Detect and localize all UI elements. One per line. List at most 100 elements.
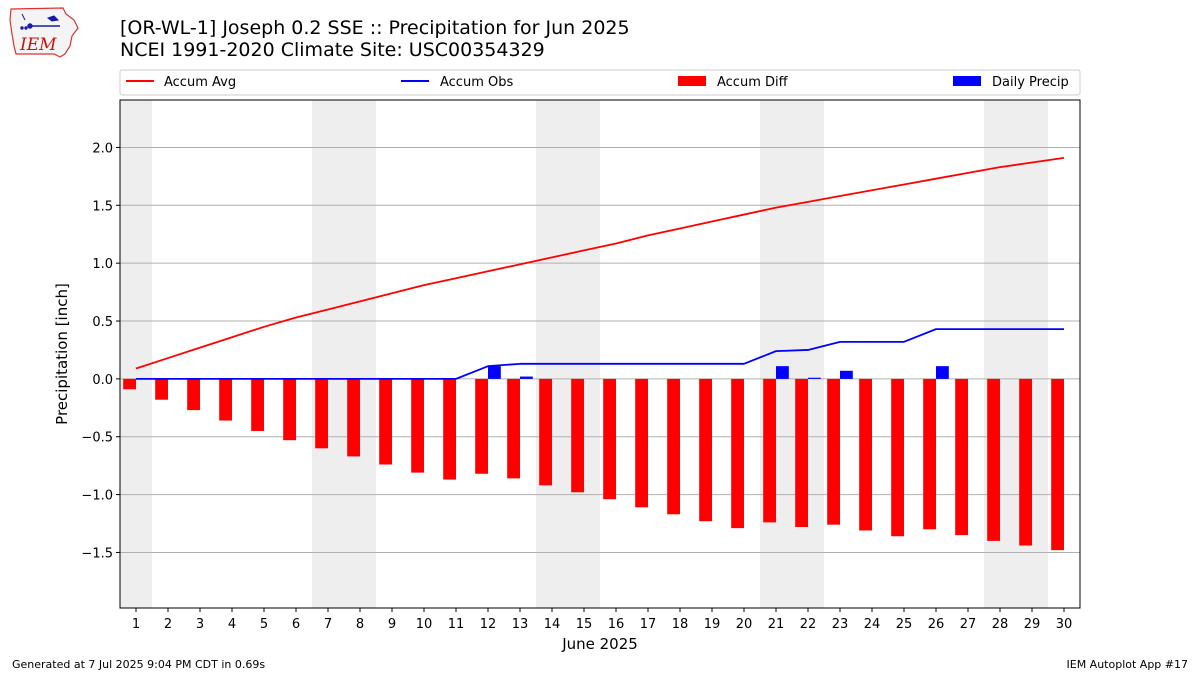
x-axis: 1 2 3 4 5 6 7 8 9 10 11 12 13 14 15 16 17 18 19 20 21 22 23 24 2… bbox=[132, 608, 1072, 632]
accum-diff-bar bbox=[987, 378, 1000, 541]
accum-obs-line bbox=[136, 328, 1064, 380]
legend-swatch-accum-diff bbox=[678, 76, 706, 86]
y-axis-label: Precipitation [inch] bbox=[53, 283, 71, 425]
accum-diff-bar bbox=[731, 378, 744, 529]
daily-precip-bar bbox=[776, 366, 789, 379]
x-tick-label: 21 bbox=[768, 617, 785, 632]
accum-diff-bar bbox=[667, 378, 680, 515]
x-axis-label: June 2025 bbox=[561, 635, 638, 653]
legend-label-accum-avg: Accum Avg bbox=[164, 75, 236, 90]
accum-diff-bar bbox=[443, 378, 456, 480]
accum-diff-bar bbox=[315, 378, 328, 449]
weekend-band-day-22 bbox=[792, 100, 824, 608]
y-tick-label: 1.5 bbox=[92, 199, 113, 214]
x-tick-label: 17 bbox=[640, 617, 657, 632]
y-axis: −1.5 −1.0 −0.5 0.0 0.5 1.0 1.5 2.0 bbox=[81, 141, 120, 561]
weather-icon bbox=[20, 13, 60, 30]
accum-diff-bar bbox=[219, 378, 232, 421]
x-tick-label: 10 bbox=[416, 617, 433, 632]
daily-precip-bar bbox=[488, 366, 501, 379]
x-tick-label: 12 bbox=[480, 617, 497, 632]
legend: Accum Avg Accum Obs Accum Diff Daily Pre… bbox=[119, 69, 1081, 96]
x-tick-label: 20 bbox=[736, 617, 753, 632]
weekend-band-day-7 bbox=[312, 100, 344, 608]
y-tick-label: 1.0 bbox=[92, 257, 113, 272]
daily-precip-bars bbox=[488, 366, 949, 379]
y-tick-label: 2.0 bbox=[92, 141, 113, 156]
x-tick-label: 16 bbox=[608, 617, 625, 632]
accum-diff-bar bbox=[411, 378, 424, 473]
iem-logo: IEM bbox=[9, 7, 79, 58]
x-tick-label: 26 bbox=[928, 617, 945, 632]
accum-avg-line bbox=[135, 156, 1065, 370]
x-tick-label: 1 bbox=[132, 617, 140, 632]
accum-diff-bar bbox=[859, 378, 872, 531]
daily-precip-bar bbox=[808, 377, 821, 379]
accum-diff-bar bbox=[379, 378, 392, 465]
x-tick-label: 5 bbox=[260, 617, 268, 632]
weekend-band-day-8 bbox=[344, 100, 376, 608]
accum-diff-bar bbox=[923, 378, 936, 530]
weekend-band-day-14 bbox=[536, 100, 568, 608]
weekend-shading bbox=[120, 100, 1048, 608]
accum-diff-bar bbox=[571, 378, 584, 493]
x-tick-label: 27 bbox=[960, 617, 977, 632]
accum-diff-bar bbox=[539, 378, 552, 486]
x-tick-label: 22 bbox=[800, 617, 817, 632]
y-tick-label: −1.0 bbox=[81, 489, 113, 504]
x-tick-label: 30 bbox=[1056, 617, 1073, 632]
x-tick-label: 4 bbox=[228, 617, 236, 632]
accum-diff-bar bbox=[123, 378, 136, 390]
accum-lines bbox=[135, 156, 1065, 380]
accum-diff-bar bbox=[1051, 378, 1064, 551]
y-tick-label: 0.5 bbox=[92, 315, 113, 330]
accum-diff-bar bbox=[603, 378, 616, 500]
chart-title: [OR-WL-1] Joseph 0.2 SSE :: Precipitatio… bbox=[120, 17, 630, 39]
x-tick-label: 18 bbox=[672, 617, 689, 632]
x-tick-label: 2 bbox=[164, 617, 172, 632]
y-tick-label: 0.0 bbox=[92, 373, 113, 388]
plot-frame bbox=[119, 99, 1081, 609]
accum-diff-bar bbox=[475, 378, 488, 474]
x-tick-label: 23 bbox=[832, 617, 849, 632]
accum-diff-bar bbox=[155, 378, 168, 400]
x-tick-label: 7 bbox=[324, 617, 332, 632]
legend-label-accum-obs: Accum Obs bbox=[440, 75, 513, 90]
legend-label-accum-diff: Accum Diff bbox=[717, 75, 789, 90]
accum-diff-bar bbox=[955, 378, 968, 536]
x-tick-label: 9 bbox=[388, 617, 396, 632]
accum-diff-bar bbox=[635, 378, 648, 508]
daily-precip-bar bbox=[520, 376, 533, 379]
x-tick-label: 11 bbox=[448, 617, 465, 632]
accum-diff-bar bbox=[1019, 378, 1032, 546]
logo-text: IEM bbox=[19, 35, 57, 55]
x-tick-label: 6 bbox=[292, 617, 300, 632]
x-tick-label: 13 bbox=[512, 617, 529, 632]
accum-diff-bars bbox=[123, 378, 1064, 551]
x-tick-label: 29 bbox=[1024, 617, 1041, 632]
accum-diff-bar bbox=[699, 378, 712, 522]
x-tick-label: 25 bbox=[896, 617, 913, 632]
legend-frame bbox=[119, 69, 1081, 96]
weekend-band-day-21 bbox=[760, 100, 792, 608]
daily-precip-bar bbox=[840, 370, 853, 379]
accum-diff-bar bbox=[891, 378, 904, 537]
x-tick-label: 3 bbox=[196, 617, 204, 632]
app-credit: IEM Autoplot App #17 bbox=[1066, 658, 1189, 671]
legend-swatch-daily-precip bbox=[953, 76, 981, 86]
x-tick-label: 28 bbox=[992, 617, 1009, 632]
accum-diff-bar bbox=[187, 378, 200, 411]
accum-diff-bar bbox=[251, 378, 264, 431]
accum-diff-bar bbox=[283, 378, 296, 441]
legend-label-daily-precip: Daily Precip bbox=[992, 75, 1069, 90]
y-tick-label: −0.5 bbox=[81, 431, 113, 446]
chart-subtitle: NCEI 1991-2020 Climate Site: USC00354329 bbox=[120, 39, 545, 61]
generated-timestamp: Generated at 7 Jul 2025 9:04 PM CDT in 0… bbox=[12, 658, 266, 671]
accum-diff-bar bbox=[795, 378, 808, 527]
accum-diff-bar bbox=[763, 378, 776, 523]
x-tick-label: 8 bbox=[356, 617, 364, 632]
accum-diff-bar bbox=[827, 378, 840, 525]
accum-diff-bar bbox=[507, 378, 520, 479]
y-tick-label: −1.5 bbox=[81, 546, 113, 561]
